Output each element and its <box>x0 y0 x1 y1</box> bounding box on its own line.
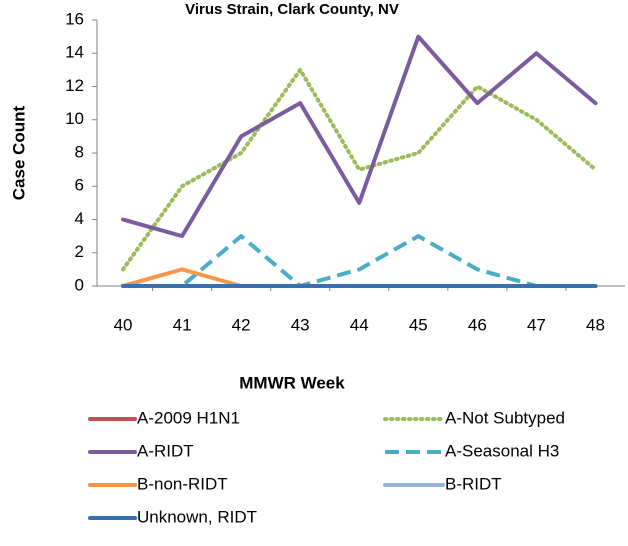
series-line <box>123 234 596 288</box>
legend-label: B-RIDT <box>445 474 502 493</box>
y-tick-label: 12 <box>65 76 84 95</box>
series-line <box>121 34 598 239</box>
x-axis-title: MMWR Week <box>239 373 345 392</box>
x-tick-label: 46 <box>468 315 487 334</box>
x-tick-label: 47 <box>527 315 546 334</box>
x-tick-label: 48 <box>586 315 605 334</box>
x-tick-label: 45 <box>409 315 428 334</box>
legend-label: A-Seasonal H3 <box>445 441 559 460</box>
y-tick-label: 4 <box>75 209 84 228</box>
y-tick-label: 10 <box>65 109 84 128</box>
y-tick-label: 2 <box>75 242 84 261</box>
y-tick-label: 14 <box>65 43 84 62</box>
y-axis-title: Case Count <box>9 105 28 200</box>
x-tick-label: 41 <box>173 315 192 334</box>
series-line <box>121 67 598 272</box>
legend-label: Unknown, RIDT <box>137 507 257 526</box>
y-tick-label: 6 <box>75 176 84 195</box>
legend-label: A-2009 H1N1 <box>137 408 240 427</box>
y-tick-label: 0 <box>75 275 84 294</box>
x-tick-label: 42 <box>232 315 251 334</box>
legend-label: B-non-RIDT <box>137 474 228 493</box>
x-tick-label: 40 <box>114 315 133 334</box>
chart-title: Virus Strain, Clark County, NV <box>185 1 399 18</box>
y-tick-label: 8 <box>75 142 84 161</box>
y-tick-label: 16 <box>65 9 84 28</box>
x-tick-label: 44 <box>350 315 369 334</box>
legend-label: A-RIDT <box>137 441 194 460</box>
legend-label: A-Not Subtyped <box>445 408 565 427</box>
x-tick-label: 43 <box>291 315 310 334</box>
